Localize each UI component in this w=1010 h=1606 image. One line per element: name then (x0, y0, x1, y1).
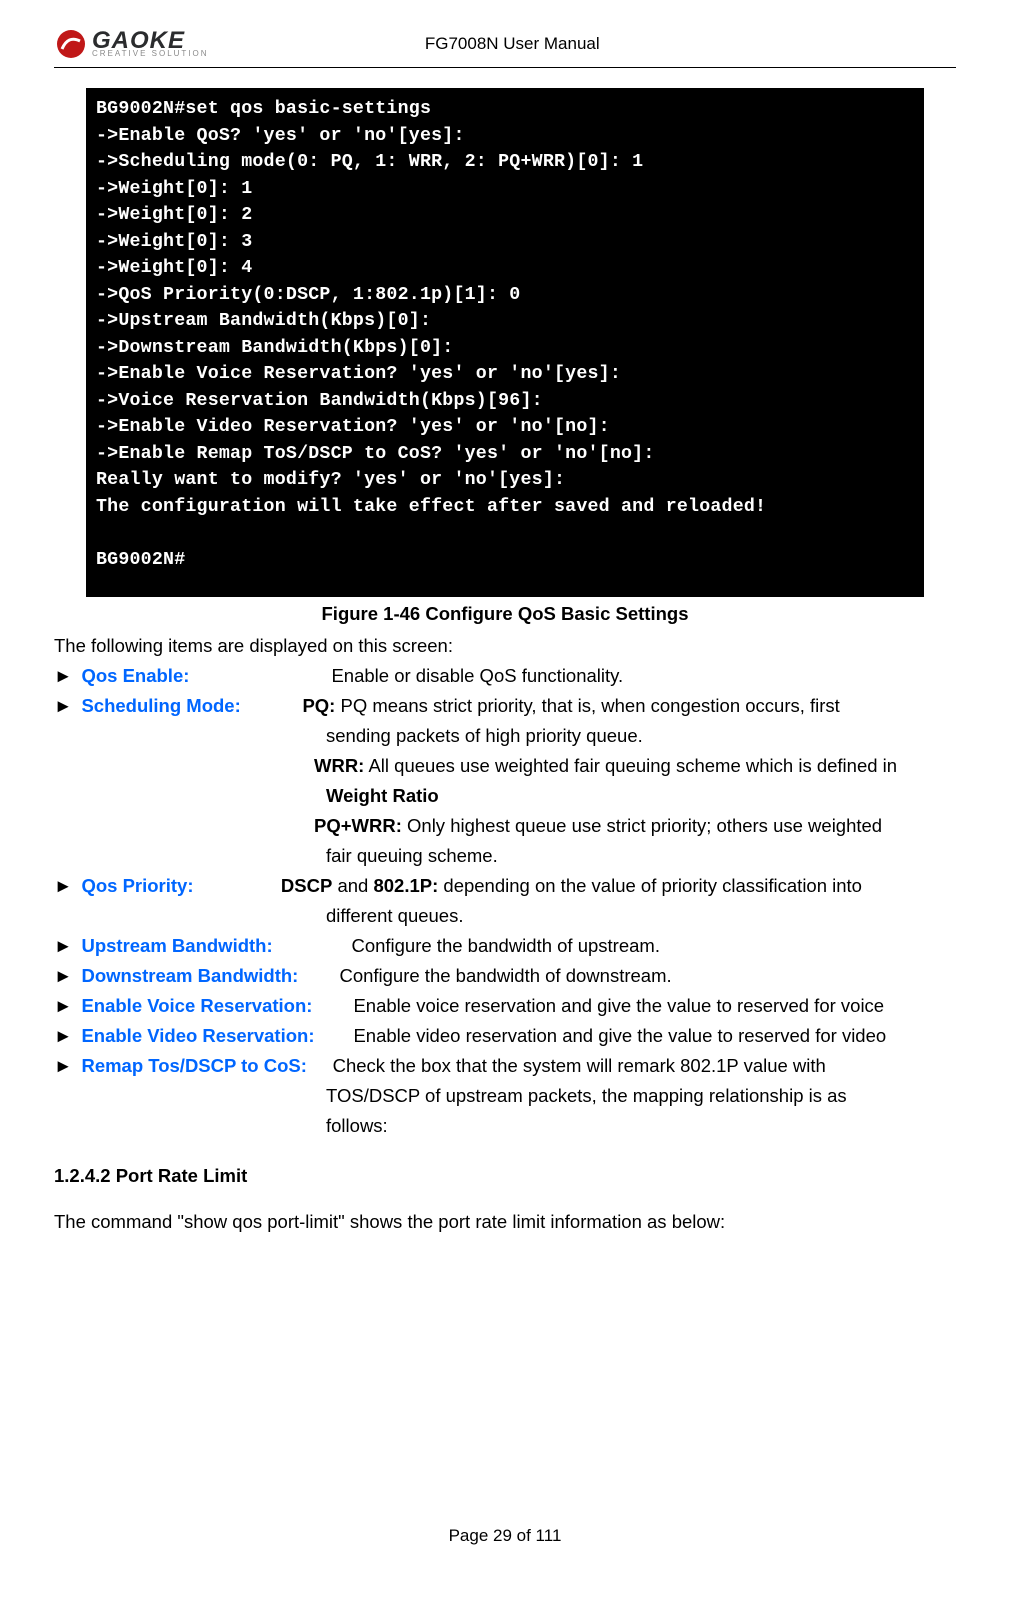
bullet-icon: ► (54, 931, 77, 961)
bullet-icon: ► (54, 695, 77, 716)
desc-qos-enable: Enable or disable QoS functionality. (331, 661, 956, 691)
bullet-icon: ► (54, 961, 77, 991)
label-video: Enable Video Reservation: (81, 1021, 353, 1051)
page-container: GAOKE CREATIVE SOLUTION FG7008N User Man… (0, 0, 1010, 1237)
remap-line1: Check the box that the system will remar… (333, 1055, 826, 1076)
label-qos-enable: Qos Enable: (81, 661, 331, 691)
body-content: The following items are displayed on thi… (54, 631, 956, 1236)
figure-caption: Figure 1-46 Configure QoS Basic Settings (54, 603, 956, 625)
dscp-lead: DSCP (281, 875, 332, 896)
item-downstream: ► Downstream Bandwidth: Configure the ba… (54, 961, 956, 991)
section-text: The command "show qos port-limit" shows … (54, 1207, 956, 1237)
page-header: GAOKE CREATIVE SOLUTION FG7008N User Man… (54, 20, 956, 68)
item-upstream: ► Upstream Bandwidth: Configure the band… (54, 931, 956, 961)
wrr-line1: All queues use weighted fair queuing sch… (364, 755, 897, 776)
page-footer: Page 29 of 111 (0, 1526, 1010, 1546)
qp-line1: depending on the value of priority class… (438, 875, 862, 896)
pqwrr-lead: PQ+WRR: (314, 815, 402, 836)
item-scheduling-mode: ► Scheduling Mode: PQ: PQ means strict p… (54, 691, 956, 721)
wrr-lead: WRR: (314, 755, 364, 776)
pq-line1: PQ means strict priority, that is, when … (335, 695, 839, 716)
item-qos-enable: ► Qos Enable: Enable or disable QoS func… (54, 661, 956, 691)
pqwrr-line2: fair queuing scheme. (326, 841, 956, 871)
desc-voice: Enable voice reservation and give the va… (353, 991, 956, 1021)
label-qos-priority: Qos Priority: (81, 875, 193, 896)
bullet-icon: ► (54, 1055, 77, 1076)
8021p-lead: 802.1P: (373, 875, 438, 896)
item-video: ► Enable Video Reservation: Enable video… (54, 1021, 956, 1051)
remap-line2: TOS/DSCP of upstream packets, the mappin… (326, 1081, 956, 1111)
label-upstream: Upstream Bandwidth: (81, 931, 351, 961)
spacer (241, 695, 303, 716)
terminal-screenshot: BG9002N#set qos basic-settings ->Enable … (86, 88, 924, 597)
label-voice: Enable Voice Reservation: (81, 991, 353, 1021)
page-title: FG7008N User Manual (69, 34, 956, 54)
bullet-icon: ► (54, 1021, 77, 1051)
spacer (194, 875, 281, 896)
and: and (332, 875, 373, 896)
wrr-line2: Weight Ratio (326, 781, 956, 811)
bullet-icon: ► (54, 875, 77, 896)
label-downstream: Downstream Bandwidth: (81, 961, 339, 991)
label-scheduling-mode: Scheduling Mode: (81, 695, 240, 716)
intro-text: The following items are displayed on thi… (54, 631, 956, 661)
spacer (307, 1055, 333, 1076)
pq-lead: PQ: (302, 695, 335, 716)
logo-icon (54, 27, 88, 61)
remap-line3: follows: (326, 1111, 956, 1141)
desc-video: Enable video reservation and give the va… (353, 1021, 956, 1051)
pq-line2: sending packets of high priority queue. (326, 721, 956, 751)
pqwrr-row: PQ+WRR: Only highest queue use strict pr… (314, 811, 956, 841)
item-voice: ► Enable Voice Reservation: Enable voice… (54, 991, 956, 1021)
desc-upstream: Configure the bandwidth of upstream. (351, 931, 956, 961)
wrr-row: WRR: All queues use weighted fair queuin… (314, 751, 956, 781)
bullet-icon: ► (54, 991, 77, 1021)
desc-downstream: Configure the bandwidth of downstream. (339, 961, 956, 991)
qp-line2: different queues. (326, 901, 956, 931)
pqwrr-line1: Only highest queue use strict priority; … (402, 815, 882, 836)
item-remap: ► Remap Tos/DSCP to CoS: Check the box t… (54, 1051, 956, 1081)
bullet-icon: ► (54, 661, 77, 691)
label-remap: Remap Tos/DSCP to CoS: (81, 1055, 306, 1076)
section-heading: 1.2.4.2 Port Rate Limit (54, 1161, 956, 1191)
item-qos-priority: ► Qos Priority: DSCP and 802.1P: dependi… (54, 871, 956, 901)
